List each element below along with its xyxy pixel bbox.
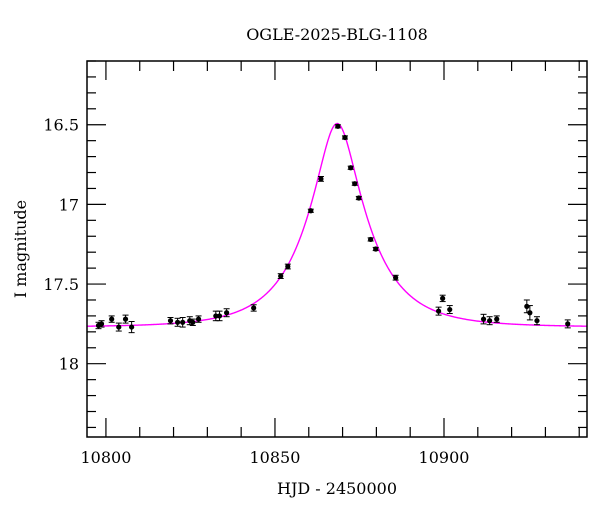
axis-ticks: [87, 60, 587, 437]
data-point: [486, 316, 493, 326]
data-point: [564, 319, 571, 329]
data-point: [435, 306, 442, 316]
data-point: [216, 310, 223, 322]
y-tick-label: 16.5: [43, 116, 79, 135]
data-point: [526, 305, 533, 321]
data-point: [317, 176, 324, 182]
data-point: [250, 304, 257, 312]
data-point: [307, 208, 314, 214]
data-point: [122, 314, 129, 324]
data-points: [95, 123, 571, 334]
data-point: [446, 305, 453, 315]
data-point: [277, 273, 284, 279]
data-point: [392, 274, 399, 281]
data-point: [533, 316, 540, 326]
y-tick-label: 18: [59, 355, 79, 374]
data-point: [128, 320, 135, 334]
x-tick-label: 10900: [419, 448, 470, 467]
data-point: [351, 181, 358, 187]
data-point: [189, 318, 196, 326]
data-point: [174, 317, 181, 327]
data-point: [284, 263, 291, 270]
data-point: [341, 134, 348, 141]
data-point: [372, 246, 379, 252]
data-point: [108, 315, 115, 323]
y-axis-label: I magnitude: [11, 200, 30, 298]
data-point: [355, 195, 362, 201]
data-point: [523, 299, 530, 314]
data-point: [98, 320, 105, 328]
data-point: [223, 308, 230, 318]
data-point: [493, 315, 500, 323]
x-axis-label: HJD - 2450000: [277, 479, 397, 498]
plot-frame: [86, 60, 588, 438]
data-point: [179, 317, 186, 328]
x-tick-label: 10800: [80, 448, 131, 467]
data-point: [167, 317, 174, 325]
data-point: [439, 294, 446, 303]
data-point: [480, 313, 487, 325]
y-tick-label: 17.5: [43, 275, 79, 294]
x-tick-label: 10850: [250, 448, 301, 467]
data-point: [334, 123, 341, 129]
data-point: [115, 322, 122, 332]
y-tick-label: 17: [59, 195, 79, 214]
data-point: [195, 315, 202, 323]
model-curve: [87, 122, 587, 327]
tick-labels: 10800 10850 10900 16.5 17 17.5 18: [43, 116, 469, 467]
chart-title: OGLE-2025-BLG-1108: [246, 25, 428, 44]
data-point: [367, 236, 374, 243]
data-point: [347, 165, 354, 171]
